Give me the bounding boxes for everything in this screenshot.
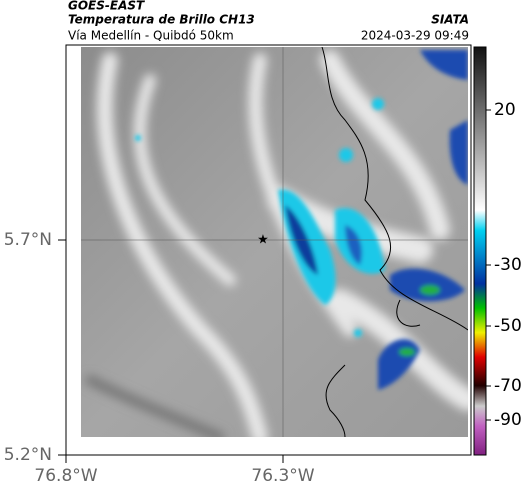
lon-tick-label: 76.3°W: [251, 466, 314, 486]
title: GOES-EAST: [68, 0, 145, 13]
subtitle: Temperatura de Brillo CH13: [68, 13, 255, 27]
source: SIATA: [431, 13, 469, 27]
datetime: 2024-03-29 09:49: [361, 29, 469, 43]
imagery: [81, 47, 468, 437]
colorbar-tick-label: -70: [494, 376, 522, 396]
colorbar: [473, 46, 487, 456]
lat-tick-label: 5.7°N: [4, 230, 52, 250]
longitude-axis: 76.8°W 76.3°W: [34, 47, 315, 486]
colorbar-tick-label: -30: [494, 255, 522, 275]
lon-tick-label: 76.8°W: [34, 466, 97, 486]
colorbar-tick-label: -50: [494, 316, 522, 336]
colorbar-ticks: 20 -30 -50 -70 -90: [486, 100, 522, 430]
location-star: ★: [257, 233, 269, 248]
lat-tick-label: 5.2°N: [4, 445, 52, 465]
border-lines: [321, 47, 468, 437]
latitude-axis: 5.7°N 5.2°N: [4, 230, 468, 465]
route: Vía Medellín - Quibdó 50km: [68, 29, 234, 43]
colorbar-tick-label: 20: [494, 100, 516, 120]
colorbar-tick-label: -90: [494, 410, 522, 430]
